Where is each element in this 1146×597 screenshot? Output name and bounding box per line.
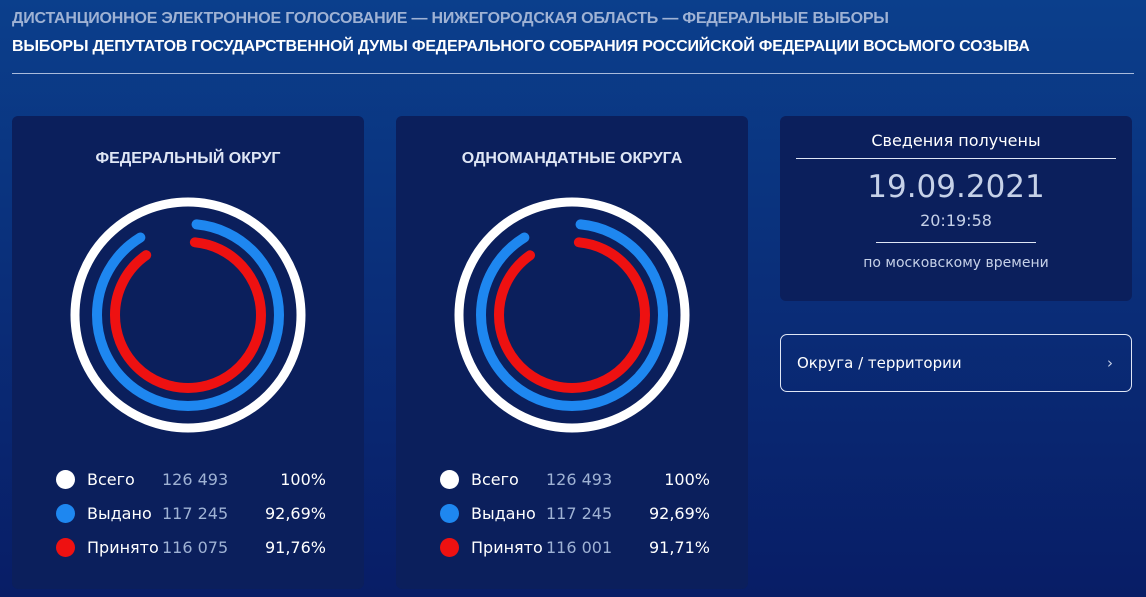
ring-accepted (494, 237, 650, 393)
dot-icon (56, 469, 75, 489)
panel-federal: ФЕДЕРАЛЬНЫЙ ОКРУГ Всего 126 493 100% Выдан… (12, 116, 364, 589)
ring-total (454, 197, 690, 433)
percent: 92,69% (264, 503, 326, 523)
percent: 91,71% (648, 537, 710, 557)
page-subtitle: ДИСТАНЦИОННОЕ ЭЛЕКТРОННОЕ ГОЛОСОВАНИЕ — … (12, 10, 889, 27)
chevron-right-icon: › (1107, 354, 1113, 372)
label: Всего (87, 469, 135, 489)
value: 116 001 (546, 537, 613, 557)
legend-row-accepted: Принято 116 075 91,76% (56, 530, 326, 564)
label: Всего (471, 469, 519, 489)
label: Выдано (471, 503, 536, 523)
header-divider (12, 73, 1134, 74)
info-title: Сведения получены (871, 131, 1041, 150)
ring-issued (476, 219, 668, 411)
legend-row-issued: Выдано 117 245 92,69% (440, 496, 710, 530)
panel-title: ФЕДЕРАЛЬНЫЙ ОКРУГ (95, 150, 281, 167)
divider (796, 158, 1116, 159)
info-date: 19.09.2021 (867, 169, 1045, 205)
dot-icon (440, 469, 459, 489)
page-title: ВЫБОРЫ ДЕПУТАТОВ ГОСУДАРСТВЕННОЙ ДУМЫ ФЕ… (12, 38, 1030, 55)
label: Принято (471, 537, 543, 557)
panel-single-mandate: ОДНОМАНДАТНЫЕ ОКРУГА Всего 126 493 100% Вы… (396, 116, 748, 589)
value: 126 493 (546, 469, 613, 489)
divider (876, 242, 1036, 243)
rings-chart (70, 197, 306, 433)
value: 116 075 (162, 537, 229, 557)
percent: 100% (280, 469, 326, 489)
dot-icon (56, 503, 75, 523)
districts-label: Округа / территории (797, 354, 962, 372)
legend-row-issued: Выдано 117 245 92,69% (56, 496, 326, 530)
info-panel: Сведения получены 19.09.2021 20:19:58 по… (780, 116, 1132, 301)
ring-issued (92, 219, 284, 411)
ring-accepted (110, 237, 266, 393)
label: Выдано (87, 503, 152, 523)
legend-row-accepted: Принято 116 001 91,71% (440, 530, 710, 564)
dot-icon (440, 537, 459, 557)
dot-icon (440, 503, 459, 523)
panel-title: ОДНОМАНДАТНЫЕ ОКРУГА (461, 150, 683, 167)
legend: Всего 126 493 100% Выдано 117 245 92,69% При… (56, 462, 326, 564)
rings-chart (454, 197, 690, 433)
legend-row-total: Всего 126 493 100% (440, 462, 710, 496)
info-time: 20:19:58 (920, 211, 992, 230)
percent: 100% (664, 469, 710, 489)
label: Принято (87, 537, 159, 557)
ring-total (70, 197, 306, 433)
dot-icon (56, 537, 75, 557)
legend: Всего 126 493 100% Выдано 117 245 92,69% При… (440, 462, 710, 564)
legend-row-total: Всего 126 493 100% (56, 462, 326, 496)
value: 117 245 (162, 503, 229, 523)
value: 117 245 (546, 503, 613, 523)
percent: 92,69% (648, 503, 710, 523)
value: 126 493 (162, 469, 229, 489)
percent: 91,76% (264, 537, 326, 557)
info-timezone-note: по московскому времени (863, 255, 1049, 271)
districts-button[interactable]: Округа / территории › (780, 334, 1132, 392)
